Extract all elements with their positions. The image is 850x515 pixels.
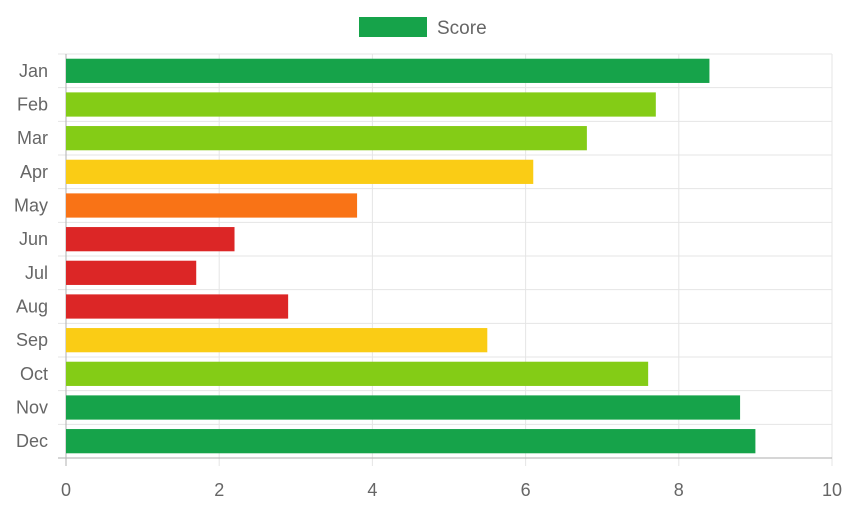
- y-tick-label-jun: Jun: [19, 229, 48, 249]
- bar-jul[interactable]: [66, 260, 197, 285]
- bar-feb[interactable]: [66, 92, 656, 117]
- y-tick-label-jul: Jul: [25, 263, 48, 283]
- y-tick-label-oct: Oct: [20, 364, 48, 384]
- y-tick-label-mar: Mar: [17, 128, 48, 148]
- x-tick-label-0: 0: [61, 480, 71, 500]
- bars: [66, 58, 756, 454]
- bar-oct[interactable]: [66, 361, 649, 386]
- x-tick-label-6: 6: [521, 480, 531, 500]
- y-tick-label-apr: Apr: [20, 162, 48, 182]
- x-tick-label-8: 8: [674, 480, 684, 500]
- legend-swatch-score: [359, 17, 427, 37]
- bar-dec[interactable]: [66, 429, 756, 454]
- y-tick-label-nov: Nov: [16, 398, 48, 418]
- x-tick-label-4: 4: [367, 480, 377, 500]
- bar-apr[interactable]: [66, 159, 534, 184]
- bar-mar[interactable]: [66, 126, 587, 151]
- y-tick-label-may: May: [14, 196, 48, 216]
- x-tick-label-10: 10: [822, 480, 842, 500]
- bar-sep[interactable]: [66, 328, 488, 353]
- y-tick-label-feb: Feb: [17, 95, 48, 115]
- bar-aug[interactable]: [66, 294, 289, 319]
- y-tick-label-aug: Aug: [16, 297, 48, 317]
- x-axis-labels: 0 2 4 6 8 10: [61, 480, 842, 500]
- bar-nov[interactable]: [66, 395, 741, 420]
- bar-jan[interactable]: [66, 58, 710, 83]
- y-tick-label-dec: Dec: [16, 431, 48, 451]
- bar-jun[interactable]: [66, 227, 235, 252]
- legend-label-score: Score: [437, 18, 487, 39]
- bar-may[interactable]: [66, 193, 358, 218]
- legend[interactable]: Score: [359, 17, 487, 39]
- y-tick-label-jan: Jan: [19, 61, 48, 81]
- y-tick-label-sep: Sep: [16, 330, 48, 350]
- x-tick-label-2: 2: [214, 480, 224, 500]
- y-axis-labels: Jan Feb Mar Apr May Jun Jul Aug Sep Oct Nov Dec: [14, 61, 48, 451]
